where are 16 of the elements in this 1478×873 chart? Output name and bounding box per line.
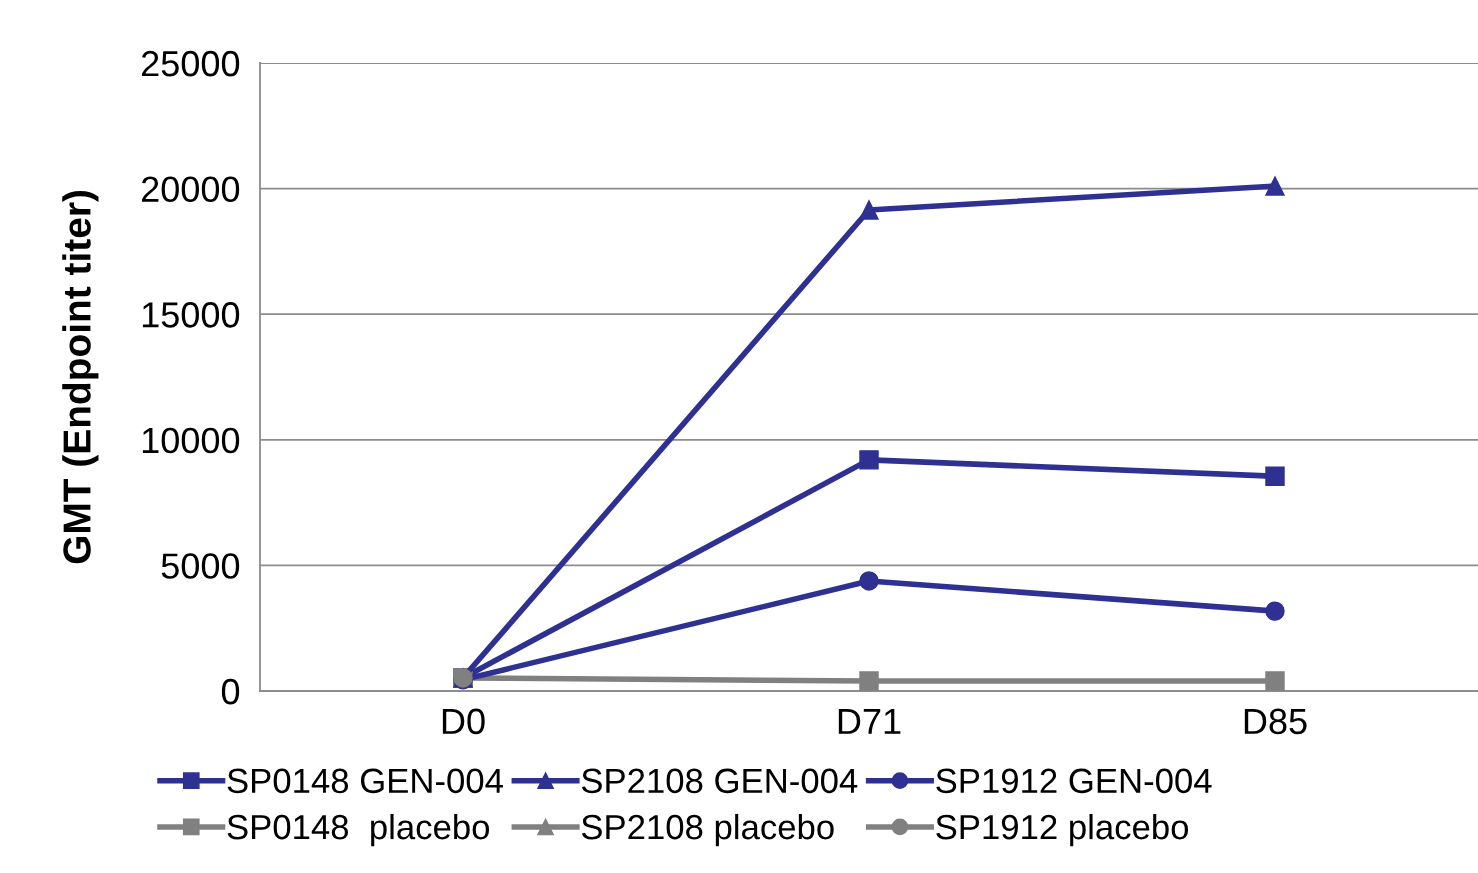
y-tick-label: 10000 xyxy=(142,427,240,454)
x-tick-label: D85 xyxy=(1244,708,1307,735)
y-axis-title: GMT (Endpoint titer) xyxy=(62,191,99,564)
legend-label: SP0148 GEN-004 xyxy=(227,768,503,794)
legend-label: SP2108 placebo xyxy=(581,813,834,847)
y-tick-label: 15000 xyxy=(142,302,240,328)
y-tick-label: 5000 xyxy=(161,553,240,579)
legend-label: SP1912 GEN-004 xyxy=(936,768,1212,794)
x-tick-label: D71 xyxy=(838,708,901,734)
x-tick-label: D0 xyxy=(442,708,485,735)
y-tick-label: 0 xyxy=(221,678,240,705)
legend-label: SP0148 placebo xyxy=(227,813,490,847)
legend-label: SP1912 placebo xyxy=(936,813,1189,847)
legend-label: SP2108 GEN-004 xyxy=(581,768,858,794)
y-tick-label: 20000 xyxy=(141,176,240,203)
y-tick-label: 25000 xyxy=(141,50,240,77)
